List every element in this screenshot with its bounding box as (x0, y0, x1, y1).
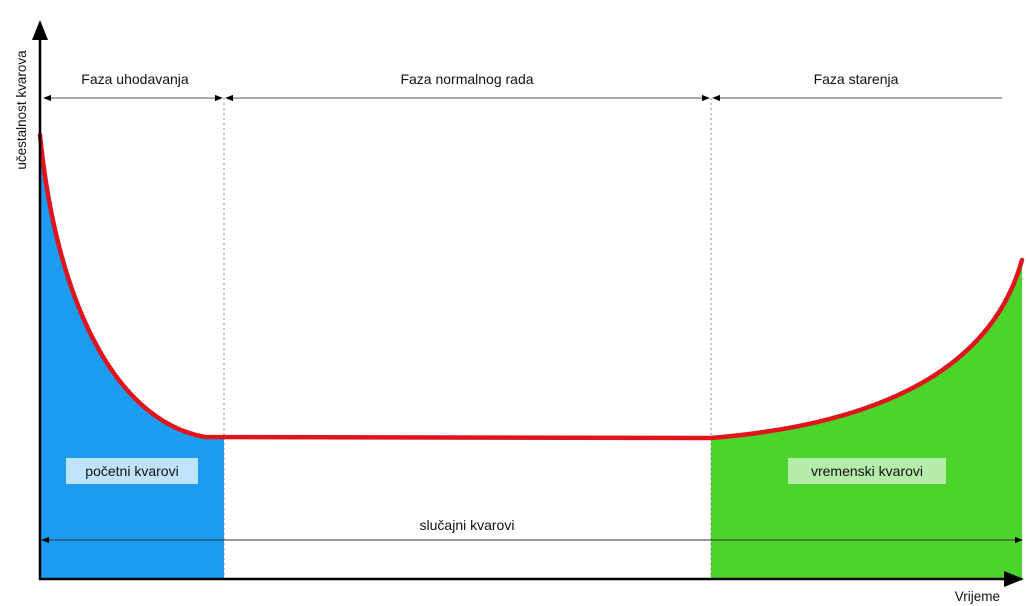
x-axis-label: Vrijeme (955, 589, 1000, 604)
wearout-failures-label: vremenski kvarovi (811, 463, 923, 479)
phase-label-uhodavanja: Faza uhodavanja (81, 71, 189, 87)
random-failures-label: slučajni kvarovi (420, 517, 515, 533)
y-axis-label: učestalnost kvarova (14, 50, 29, 170)
failure-rate-curve (37, 132, 1025, 441)
phase-label-normalnog-rada: Faza normalnog rada (400, 71, 533, 87)
wearout-label-bg (788, 458, 946, 484)
wearout-failures-region (711, 260, 1022, 578)
early-label-bg (66, 458, 198, 484)
early-failures-region (40, 135, 224, 578)
early-failures-label: početni kvarovi (85, 463, 178, 479)
phase-label-starenja: Faza starenja (814, 71, 899, 87)
